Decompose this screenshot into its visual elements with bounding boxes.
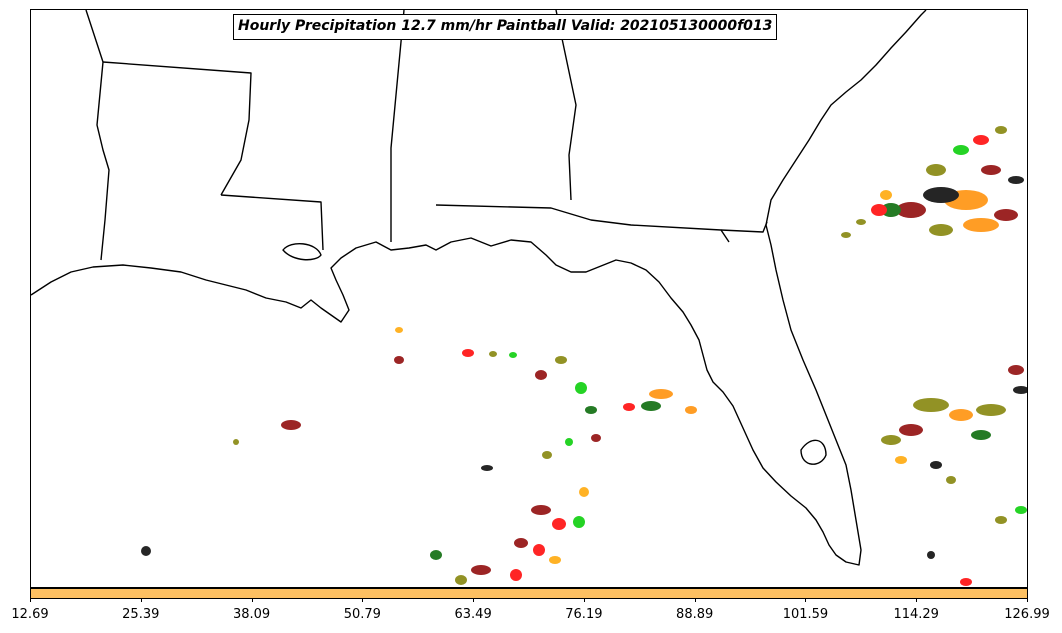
precip-blob [971, 430, 991, 440]
colorbar-tick-label: 63.49 [454, 607, 492, 622]
precip-blob [281, 420, 301, 430]
precip-blob [623, 403, 635, 411]
precip-blob [953, 145, 969, 155]
precip-blob [552, 518, 566, 530]
precip-blob [565, 438, 573, 446]
precip-blob [973, 135, 989, 145]
precip-blob [976, 404, 1006, 416]
precip-blob [946, 476, 956, 484]
precip-blob [533, 544, 545, 556]
precip-blob [930, 461, 942, 469]
precip-blob [899, 424, 923, 436]
precip-blob [579, 487, 589, 497]
precip-blob [896, 202, 926, 218]
precip-blob [649, 389, 673, 399]
colorbar-tick [916, 598, 918, 602]
map-panel [30, 9, 1028, 588]
colorbar-tick [251, 598, 253, 602]
precip-blob [481, 465, 493, 471]
state-border-ms-al [390, 10, 405, 242]
precip-blob [430, 550, 442, 560]
precip-blob [575, 382, 587, 394]
precip-blob [462, 349, 474, 357]
state-border-ar-ms [102, 61, 252, 196]
precip-blob [394, 356, 404, 364]
precip-blob [880, 190, 892, 200]
precip-blob [471, 565, 491, 575]
precip-blob [1013, 386, 1027, 394]
precip-blob [141, 546, 151, 556]
map-canvas [31, 10, 1027, 586]
precip-blob [949, 409, 973, 421]
colorbar-tick [1027, 598, 1028, 602]
colorbar-tick [30, 598, 31, 602]
precip-blobs [141, 126, 1027, 586]
precip-blob [1008, 176, 1024, 184]
precip-blob [927, 551, 935, 559]
precip-blob [913, 398, 949, 412]
precip-blob [591, 434, 601, 442]
precip-blob [1008, 365, 1024, 375]
precip-blob [995, 126, 1007, 134]
state-border-ga-al [555, 10, 577, 201]
lake-pontchartrain [282, 243, 322, 261]
colorbar-tick-label: 88.89 [676, 607, 714, 622]
precip-blob [573, 516, 585, 528]
precip-blob [233, 439, 239, 445]
state-border-al-fl [435, 204, 730, 243]
precip-blob [1015, 506, 1027, 514]
precip-blob [856, 219, 866, 225]
state-border-ms-south [220, 194, 324, 251]
colorbar-tick-label: 76.19 [565, 607, 603, 622]
precip-blob [960, 578, 972, 586]
state-border-ga-fl [720, 221, 768, 233]
colorbar-tick-label: 38.09 [232, 607, 271, 622]
colorbar-tick [694, 598, 696, 602]
precip-blob [995, 516, 1007, 524]
precip-blob [531, 505, 551, 515]
colorbar [30, 588, 1028, 599]
precip-blob [542, 451, 552, 459]
colorbar-tick-label: 50.79 [343, 607, 381, 622]
precip-blob [514, 538, 528, 548]
precip-blob [395, 327, 403, 333]
precip-blob [685, 406, 697, 414]
colorbar-tick-label: 25.39 [122, 607, 160, 622]
lake-okeechobee [800, 439, 827, 465]
colorbar-tick [805, 598, 807, 602]
map-title: Hourly Precipitation 12.7 mm/hr Paintbal… [233, 14, 778, 40]
precip-blob [535, 370, 547, 380]
gulf-coastline [31, 10, 927, 566]
precip-blob [585, 406, 597, 414]
precip-blob [489, 351, 497, 357]
precip-blob [871, 204, 887, 216]
precip-blob [926, 164, 946, 176]
precip-blob [555, 356, 567, 364]
precip-blob [509, 352, 517, 358]
precip-blob [549, 556, 561, 564]
colorbar-tick-label: 101.59 [782, 607, 829, 622]
colorbar-tick [473, 598, 475, 602]
precip-blob [981, 165, 1001, 175]
state-border-la-ms [85, 10, 110, 261]
precip-blob [895, 456, 907, 464]
precip-blob [641, 401, 661, 411]
precip-blob [455, 575, 467, 585]
colorbar-tick [140, 598, 142, 602]
precip-blob [994, 209, 1018, 221]
colorbar-tick-label: 114.29 [893, 607, 939, 622]
precip-blob [881, 435, 901, 445]
precip-blob [923, 187, 959, 203]
precip-blob [963, 218, 999, 232]
precip-blob [881, 203, 901, 217]
precip-blob [841, 232, 851, 238]
precip-blob [929, 224, 953, 236]
colorbar-tick [362, 598, 364, 602]
colorbar-tick [583, 598, 585, 602]
colorbar-tick-label: 12.69 [11, 607, 49, 622]
precip-blob [510, 569, 522, 581]
colorbar-tick-label: 126.99 [1004, 607, 1050, 622]
